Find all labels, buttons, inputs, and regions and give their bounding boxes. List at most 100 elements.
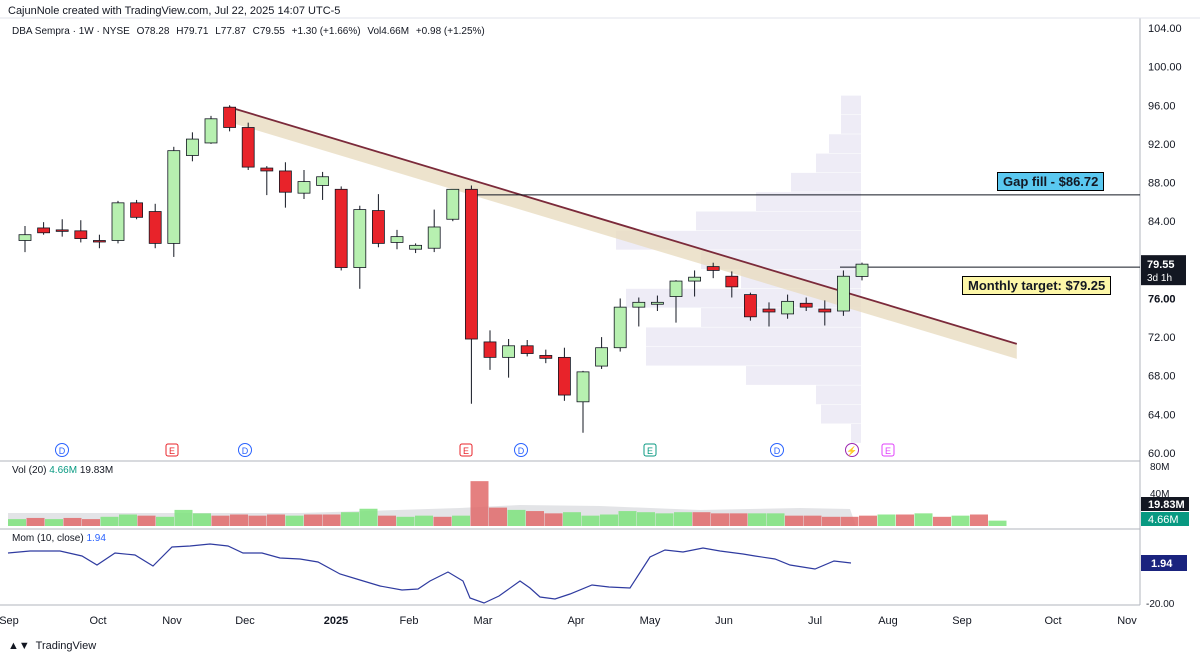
- volume-profile-bar: [701, 308, 861, 327]
- volume-bar: [896, 514, 914, 526]
- time-axis-label: Sep: [952, 615, 972, 627]
- gap-fill-callout: Gap fill - $86.72: [997, 172, 1105, 191]
- time-axis-label: Sep: [0, 615, 19, 627]
- volume-bar: [637, 512, 655, 526]
- legend-volume: Vol4.66M: [367, 26, 410, 37]
- volume-bar: [581, 515, 600, 526]
- legend-open: O78.28: [136, 26, 170, 37]
- volume-axis-label: 80M: [1150, 462, 1169, 473]
- volume-bar: [507, 509, 526, 526]
- candle-body: [483, 341, 497, 358]
- volume-bar: [230, 514, 248, 526]
- time-axis-label: Nov: [162, 615, 182, 627]
- event-marker-label: D: [242, 446, 249, 456]
- footer-brand: ▲▼ TradingView: [8, 640, 96, 652]
- volume-profile-bar: [821, 404, 861, 424]
- candle-body: [371, 210, 385, 244]
- legend-close: C79.55: [252, 26, 285, 37]
- header-caption: CajunNole created with TradingView.com, …: [8, 5, 341, 17]
- candle-body: [297, 181, 311, 194]
- volume-bar: [618, 511, 637, 526]
- candle-body: [855, 263, 869, 277]
- volume-bar: [822, 516, 840, 526]
- volume-bar: [211, 515, 230, 526]
- volume-bar: [63, 517, 82, 526]
- volume-bar: [970, 514, 988, 526]
- volume-bar: [655, 513, 674, 526]
- time-axis-label: 2025: [324, 615, 348, 627]
- earnings-marker: [881, 443, 895, 457]
- price-tick-label: 60.00: [1148, 448, 1176, 460]
- price-tick-label: 76.00: [1148, 293, 1176, 305]
- volume-profile-bar: [756, 192, 861, 212]
- candle-body: [260, 167, 274, 172]
- dividend-marker: [514, 443, 528, 457]
- candle-body: [55, 229, 69, 232]
- last-price-label-bg: [1141, 255, 1186, 286]
- volume-profile-bar: [696, 211, 861, 231]
- volume-bar: [692, 512, 711, 526]
- volume-bar: [285, 515, 304, 526]
- volume-bar: [452, 515, 470, 526]
- price-tick-label: 84.00: [1148, 216, 1176, 228]
- time-axis-label: Feb: [400, 615, 419, 627]
- trend-channel-band: [229, 107, 1017, 359]
- volume-bar: [563, 512, 581, 526]
- event-marker-label: D: [774, 446, 781, 456]
- volume-legend: Vol (20) 4.66M 19.83M: [12, 465, 113, 476]
- candle-body: [502, 345, 516, 358]
- price-tick-label: 104.00: [1148, 23, 1182, 35]
- volume-bar: [674, 512, 692, 526]
- candle-body: [409, 244, 423, 250]
- volume-legend-value: 4.66M: [49, 465, 78, 476]
- volume-profile-bar: [791, 172, 861, 192]
- candle-body: [558, 356, 571, 396]
- candle-body: [706, 266, 720, 271]
- legend-low: L77.87: [215, 26, 246, 37]
- time-axis-label: Mar: [474, 615, 493, 627]
- candle-body: [725, 275, 739, 288]
- volume-bar: [711, 513, 729, 526]
- time-axis-label: Oct: [1044, 615, 1061, 627]
- volume-bar: [803, 515, 822, 526]
- legend-symbol: DBA Sempra · 1W · NYSE: [12, 26, 130, 37]
- price-tick-label: 72.00: [1148, 332, 1176, 344]
- candle-body: [334, 188, 348, 268]
- volume-bar: [766, 513, 785, 526]
- candle-body: [651, 301, 664, 305]
- monthly-target-callout: Monthly target: $79.25: [962, 276, 1112, 295]
- event-marker-label: E: [885, 446, 891, 456]
- event-marker-label: E: [169, 446, 175, 456]
- volume-bar: [600, 514, 618, 526]
- volume-bar: [785, 515, 803, 526]
- volume-profile-bar: [841, 114, 861, 134]
- candle-body: [390, 236, 404, 243]
- volume-bar: [415, 515, 433, 526]
- momentum-legend: Mom (10, close) 1.94: [12, 533, 106, 544]
- price-tick-label: 88.00: [1148, 178, 1176, 190]
- time-axis-label: May: [640, 615, 661, 627]
- candle-body: [185, 138, 199, 156]
- volume-bar: [359, 508, 378, 526]
- candle-body: [613, 306, 627, 349]
- volume-bar: [840, 516, 859, 526]
- legend-high: H79.71: [176, 26, 209, 37]
- countdown-label: 3d 1h: [1147, 273, 1172, 284]
- dividend-marker: [238, 443, 252, 457]
- volume-profile-bar: [851, 424, 861, 443]
- volume-bar: [748, 513, 766, 526]
- time-axis-label: Aug: [878, 615, 898, 627]
- event-marker-label: E: [647, 446, 653, 456]
- time-axis-label: Jun: [715, 615, 733, 627]
- volume-bar: [45, 519, 63, 526]
- momentum-value-label: 1.94: [1151, 558, 1173, 570]
- dividend-marker: [55, 443, 69, 457]
- legend-vol-change: +0.98 (+1.25%): [415, 26, 485, 37]
- event-marker-label: D: [59, 446, 66, 456]
- price-tick-label: 96.00: [1148, 100, 1176, 112]
- volume-profile-bar: [816, 153, 861, 173]
- volume-profile-bar: [646, 327, 861, 347]
- momentum-axis-label: -20.00: [1146, 599, 1175, 610]
- momentum-legend-name: Mom (10, close): [12, 533, 84, 544]
